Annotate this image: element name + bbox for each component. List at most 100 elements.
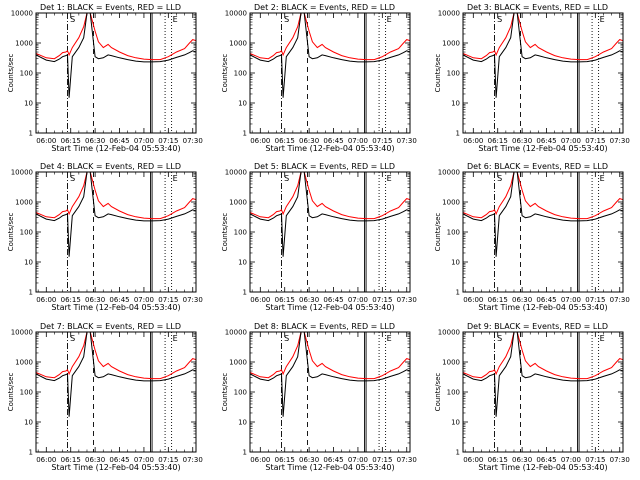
series-line-events	[463, 172, 623, 257]
x-tick-label: 06:15	[275, 296, 295, 304]
y-tick-label: 10000	[438, 329, 460, 337]
flag-label-E: E	[387, 15, 392, 24]
x-tick-label: 06:45	[536, 456, 556, 464]
y-tick-label: 10	[24, 100, 33, 108]
x-tick-label: 07:30	[183, 296, 203, 304]
y-tick-label: 1	[29, 449, 33, 457]
plot-frame	[35, 331, 197, 453]
flag-label-S: S	[497, 15, 502, 24]
x-axis-title: Start Time (12-Feb-04 05:53:40)	[51, 144, 180, 153]
y-tick-label: 100	[20, 389, 33, 397]
series-line-lld	[463, 332, 623, 380]
y-tick-label: 1	[243, 130, 247, 138]
series-line-lld	[36, 332, 196, 380]
y-axis-title: Counts/sec	[221, 213, 229, 252]
x-tick-label: 06:00	[250, 137, 270, 145]
flag-label-E: E	[600, 334, 605, 343]
x-tick-label: 07:30	[183, 137, 203, 145]
x-tick-label: 06:30	[512, 137, 532, 145]
flag-label-E: E	[600, 174, 605, 183]
y-axis-title: Counts/sec	[7, 213, 15, 252]
flag-label-E: E	[387, 334, 392, 343]
x-tick-label: 07:00	[348, 456, 368, 464]
plot-frame	[249, 12, 411, 134]
y-tick-label: 100	[447, 70, 460, 78]
panel-title: Det 4: BLACK = Events, RED = LLD	[40, 162, 181, 171]
y-tick-label: 10000	[11, 169, 33, 177]
y-tick-label: 100	[234, 389, 247, 397]
series-line-events	[36, 13, 196, 98]
y-tick-label: 1000	[15, 359, 33, 367]
x-tick-label: 07:15	[372, 296, 392, 304]
y-tick-label: 1	[243, 289, 247, 297]
detector-panel-7: Det 7: BLACK = Events, RED = LLD 1 10 100 10…	[7, 322, 203, 472]
x-tick-label: 06:00	[463, 456, 483, 464]
y-axis-title: Counts/sec	[434, 54, 442, 93]
y-tick-label: 100	[20, 70, 33, 78]
y-tick-label: 10	[451, 100, 460, 108]
y-tick-label: 10	[24, 259, 33, 267]
flag-label-S: S	[70, 334, 75, 343]
x-axis-title: Start Time (12-Feb-04 05:53:40)	[478, 144, 607, 153]
x-tick-label: 06:45	[109, 296, 129, 304]
y-tick-label: 1000	[442, 359, 460, 367]
series-line-lld	[463, 13, 623, 61]
x-tick-label: 06:15	[275, 456, 295, 464]
y-tick-label: 100	[234, 229, 247, 237]
x-tick-label: 06:45	[536, 137, 556, 145]
flag-label-S: S	[70, 174, 75, 183]
x-tick-label: 07:30	[397, 296, 417, 304]
detector-panel-6: Det 6: BLACK = Events, RED = LLD 1 10 100 10…	[434, 162, 630, 312]
flag-label-S: S	[284, 174, 289, 183]
panel-title: Det 9: BLACK = Events, RED = LLD	[467, 322, 608, 331]
detector-panel-2: Det 2: BLACK = Events, RED = LLD 1 10 100 10…	[221, 3, 417, 153]
x-tick-label: 07:00	[134, 296, 154, 304]
y-tick-label: 10000	[438, 169, 460, 177]
series-line-lld	[250, 13, 410, 61]
flag-label-E: E	[173, 174, 178, 183]
y-tick-label: 1	[456, 449, 460, 457]
x-tick-label: 06:45	[323, 456, 343, 464]
series-line-lld	[36, 13, 196, 61]
x-tick-label: 06:30	[85, 137, 105, 145]
x-axis-title: Start Time (12-Feb-04 05:53:40)	[265, 303, 394, 312]
y-tick-label: 10000	[11, 10, 33, 18]
x-tick-label: 06:00	[36, 296, 56, 304]
x-tick-label: 07:30	[610, 456, 630, 464]
x-tick-label: 07:15	[158, 296, 178, 304]
y-tick-label: 100	[20, 229, 33, 237]
x-tick-label: 06:45	[109, 137, 129, 145]
series-line-events	[36, 332, 196, 417]
y-tick-label: 10000	[11, 329, 33, 337]
y-tick-label: 10	[238, 419, 247, 427]
y-tick-label: 1	[29, 130, 33, 138]
x-tick-label: 06:00	[36, 456, 56, 464]
panel-title: Det 5: BLACK = Events, RED = LLD	[254, 162, 395, 171]
x-tick-label: 07:00	[134, 456, 154, 464]
plot-frame	[249, 171, 411, 293]
x-tick-label: 07:15	[158, 456, 178, 464]
y-tick-label: 10	[238, 100, 247, 108]
plot-frame	[462, 12, 624, 134]
plot-frame	[35, 171, 197, 293]
x-tick-label: 06:30	[299, 456, 319, 464]
x-tick-label: 07:00	[561, 137, 581, 145]
x-tick-label: 06:30	[299, 296, 319, 304]
x-tick-label: 06:45	[323, 296, 343, 304]
y-tick-label: 10	[238, 259, 247, 267]
y-tick-label: 1000	[229, 199, 247, 207]
x-tick-label: 07:30	[183, 456, 203, 464]
x-tick-label: 06:15	[275, 137, 295, 145]
y-tick-label: 10	[451, 419, 460, 427]
flag-label-S: S	[497, 334, 502, 343]
series-line-lld	[250, 332, 410, 380]
panel-title: Det 7: BLACK = Events, RED = LLD	[40, 322, 181, 331]
x-tick-label: 07:15	[372, 456, 392, 464]
x-tick-label: 06:00	[250, 296, 270, 304]
panel-title: Det 6: BLACK = Events, RED = LLD	[467, 162, 608, 171]
y-tick-label: 100	[447, 389, 460, 397]
x-axis-title: Start Time (12-Feb-04 05:53:40)	[51, 303, 180, 312]
x-tick-label: 06:45	[536, 296, 556, 304]
x-tick-label: 06:15	[488, 296, 508, 304]
y-axis-title: Counts/sec	[221, 373, 229, 412]
